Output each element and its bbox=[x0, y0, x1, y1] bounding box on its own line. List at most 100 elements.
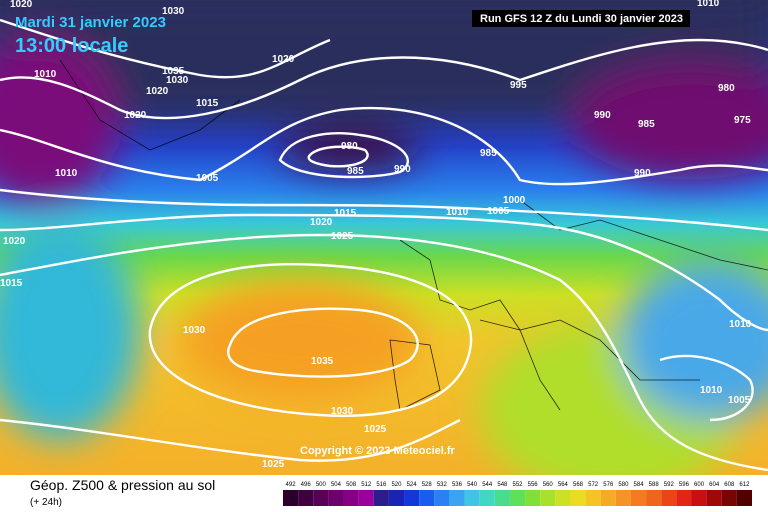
isobar-label: 1025 bbox=[262, 459, 285, 470]
colorbar-label: 596 bbox=[679, 482, 690, 488]
colorbar-label: 536 bbox=[452, 482, 463, 488]
isobar-label: 1030 bbox=[183, 325, 206, 336]
colorbar-swatch bbox=[540, 490, 556, 506]
isobar-label: 1015 bbox=[334, 208, 357, 219]
colorbar-swatch bbox=[509, 490, 526, 506]
colorbar-swatch bbox=[494, 490, 510, 506]
colorbar-label: 592 bbox=[664, 482, 675, 488]
colorbar-label: 580 bbox=[618, 482, 629, 488]
colorbar-label: 500 bbox=[316, 482, 327, 488]
colorbar-swatch bbox=[706, 490, 722, 506]
colorbar-label: 532 bbox=[437, 482, 448, 488]
isobar-label: 1015 bbox=[0, 278, 23, 289]
isobar-label: 985 bbox=[480, 148, 497, 159]
colorbar-label: 508 bbox=[346, 482, 357, 488]
isobars bbox=[0, 18, 768, 472]
colorbar-label: 540 bbox=[467, 482, 478, 488]
colorbar-label: 612 bbox=[739, 482, 750, 488]
isobar-label: 1010 bbox=[34, 69, 57, 80]
colorbar-swatch bbox=[661, 490, 677, 506]
colorbar-swatch bbox=[585, 490, 601, 506]
isobar-label: 1020 bbox=[310, 217, 333, 228]
isobar-label: 985 bbox=[638, 119, 655, 130]
footer-subtitle: (+ 24h) bbox=[30, 497, 62, 508]
colorbar-label: 588 bbox=[649, 482, 660, 488]
colorbar-swatch bbox=[343, 490, 359, 506]
colorbar-label: 528 bbox=[422, 482, 433, 488]
colorbar-swatch bbox=[388, 490, 405, 506]
colorbar-label: 560 bbox=[543, 482, 554, 488]
date: Mardi 31 janvier 2023 bbox=[15, 14, 166, 31]
colorbar-swatch bbox=[600, 490, 616, 506]
isobar-label: 975 bbox=[734, 115, 751, 126]
isobar-label: 1005 bbox=[196, 173, 219, 184]
isobar-label: 990 bbox=[394, 164, 411, 175]
isobar-label: 990 bbox=[634, 168, 651, 179]
isobar-label: 1010 bbox=[729, 319, 752, 330]
isobar-label: 980 bbox=[341, 141, 358, 152]
isobar-label: 1010 bbox=[446, 207, 469, 218]
colorbar-label: 556 bbox=[528, 482, 539, 488]
run-box bbox=[472, 10, 690, 27]
isobar-label: 1020 bbox=[10, 0, 33, 10]
isobar-label: 1020 bbox=[3, 236, 26, 247]
isobar-label: 1020 bbox=[272, 54, 295, 65]
isobar-label: 1010 bbox=[697, 0, 720, 9]
colorbar-label: 608 bbox=[724, 482, 735, 488]
colorbar-label: 520 bbox=[391, 482, 402, 488]
colorbar-swatch bbox=[464, 490, 480, 506]
colorbar-swatch bbox=[555, 490, 571, 506]
isobar-label: 1010 bbox=[55, 168, 78, 179]
run-info: Run GFS 12 Z du Lundi 30 janvier 2023 bbox=[480, 13, 683, 25]
colorbar-swatch bbox=[525, 490, 541, 506]
colorbar-label: 524 bbox=[407, 482, 418, 488]
isobar-label: 990 bbox=[594, 110, 611, 121]
isobar-label: 1030 bbox=[166, 75, 189, 86]
colorbar-swatch bbox=[691, 490, 707, 506]
colorbar-swatch bbox=[615, 490, 631, 506]
colorbar-swatch bbox=[313, 490, 329, 506]
colorbar-label: 576 bbox=[603, 482, 614, 488]
colorbar-swatch bbox=[646, 490, 662, 506]
isobar-label: 1025 bbox=[331, 231, 354, 242]
colorbar-swatch bbox=[328, 490, 344, 506]
colorbar-swatch bbox=[570, 490, 586, 506]
isobar-label: 1035 bbox=[162, 66, 185, 77]
colorbar-label: 512 bbox=[361, 482, 372, 488]
colorbar-label: 568 bbox=[573, 482, 584, 488]
colorbar-label: 544 bbox=[482, 482, 493, 488]
colorbar: 492 496 500 504 508 512 516 520 524 528 532 536 540 5… bbox=[283, 482, 752, 506]
isobar-label: 1020 bbox=[146, 86, 169, 97]
isobar-label: 1030 bbox=[162, 6, 185, 17]
colorbar-label: 516 bbox=[376, 482, 387, 488]
colorbar-label: 492 bbox=[286, 482, 297, 488]
colorbar-label: 604 bbox=[709, 482, 720, 488]
colorbar-swatch bbox=[358, 490, 374, 506]
isobar-label: 980 bbox=[718, 83, 735, 94]
colorbar-swatch bbox=[373, 490, 389, 506]
colorbar-label: 552 bbox=[512, 482, 523, 488]
isobar-label: 1005 bbox=[487, 206, 510, 217]
colorbar-label: 584 bbox=[634, 482, 645, 488]
colorbar-swatch bbox=[404, 490, 420, 506]
time: 13:00 locale bbox=[15, 35, 128, 57]
isobar-label: 1025 bbox=[364, 424, 387, 435]
colorbar-label: 600 bbox=[694, 482, 705, 488]
isobar-label: 1015 bbox=[196, 98, 219, 109]
colorbar-label: 564 bbox=[558, 482, 569, 488]
isobar-label: 1005 bbox=[728, 395, 751, 406]
colorbar-swatch bbox=[449, 490, 465, 506]
isobar-label: 1010 bbox=[700, 385, 723, 396]
isobar-label: 1000 bbox=[503, 195, 526, 206]
colorbar-swatch bbox=[298, 490, 314, 506]
isobar-label: 1020 bbox=[124, 110, 147, 121]
colorbar-swatch bbox=[434, 490, 450, 506]
isobar-label: 1030 bbox=[331, 406, 354, 417]
colorbar-swatch bbox=[630, 490, 647, 506]
colorbar-swatch bbox=[283, 490, 299, 506]
footer-title: Géop. Z500 & pression au sol bbox=[30, 477, 215, 493]
copyright: Copyright © 2023 Meteociel.fr bbox=[300, 445, 456, 457]
colorbar-label: 496 bbox=[301, 482, 312, 488]
